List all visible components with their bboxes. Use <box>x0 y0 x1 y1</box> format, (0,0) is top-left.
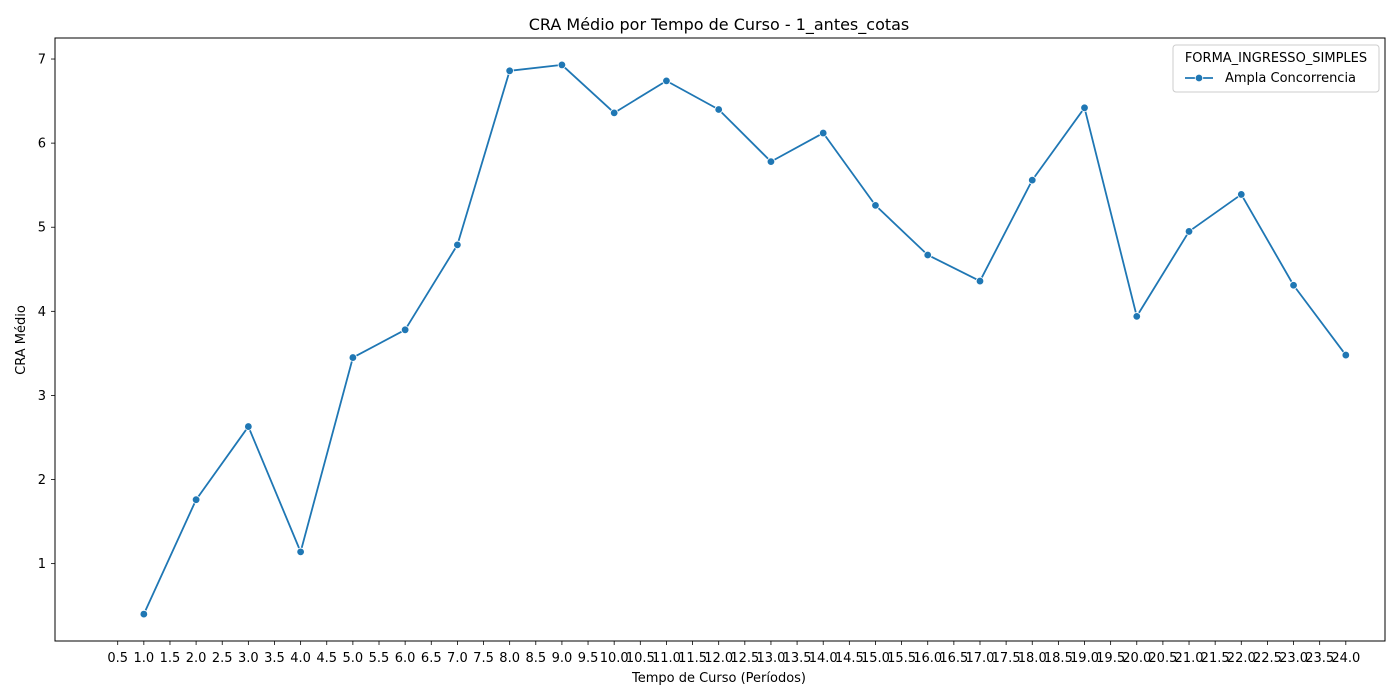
legend-title: FORMA_INGRESSO_SIMPLES <box>1185 51 1367 66</box>
x-tick-label: 17.5 <box>992 651 1021 666</box>
y-tick-label: 4 <box>38 305 46 320</box>
data-point <box>714 105 723 114</box>
data-point <box>191 495 201 504</box>
series-layer <box>139 60 1351 619</box>
x-tick-label: 16.0 <box>913 651 942 666</box>
y-tick-label: 6 <box>38 137 46 152</box>
data-point <box>1237 190 1246 199</box>
y-tick-label: 7 <box>38 53 46 68</box>
series-line <box>143 64 1347 615</box>
x-tick-label: 23.5 <box>1305 651 1334 666</box>
data-point <box>662 76 671 86</box>
x-tick-label: 21.0 <box>1175 651 1204 666</box>
x-tick-label: 4.0 <box>290 651 311 666</box>
x-tick-label: 0.5 <box>107 651 128 666</box>
x-tick-label: 18.0 <box>1018 651 1047 666</box>
x-tick-label: 8.5 <box>525 651 546 666</box>
x-tick-label: 22.0 <box>1227 651 1256 666</box>
data-point <box>1132 312 1141 321</box>
data-point <box>505 66 514 75</box>
x-tick-label: 11.5 <box>678 651 707 666</box>
x-tick-label: 19.5 <box>1096 651 1125 666</box>
x-tick-label: 3.0 <box>238 651 259 666</box>
y-tick-label: 1 <box>38 557 46 572</box>
x-tick-label: 2.0 <box>186 651 207 666</box>
x-tick-label: 18.5 <box>1044 651 1073 666</box>
x-tick-label: 5.5 <box>369 651 390 666</box>
x-tick-label: 21.5 <box>1201 651 1230 666</box>
x-tick-label: 12.0 <box>704 651 733 666</box>
data-point <box>453 240 462 250</box>
data-point <box>1341 350 1351 360</box>
x-tick-label: 20.0 <box>1122 651 1151 666</box>
x-tick-label: 2.5 <box>212 651 233 666</box>
x-tick-label: 12.5 <box>730 651 759 666</box>
y-tick-label: 3 <box>38 389 46 404</box>
legend-series-label: Ampla Concorrencia <box>1225 71 1356 86</box>
data-point <box>923 250 932 260</box>
x-axis-label: Tempo de Curso (Períodos) <box>631 671 806 686</box>
legend-marker-swatch <box>1194 73 1204 83</box>
x-tick-label: 7.5 <box>473 651 494 666</box>
data-point <box>348 353 358 362</box>
data-point <box>1184 227 1194 236</box>
x-tick-label: 10.5 <box>626 651 655 666</box>
x-tick-label: 6.0 <box>395 651 416 666</box>
x-tick-label: 8.0 <box>499 651 520 666</box>
y-tick-label: 2 <box>38 473 46 488</box>
x-tick-label: 1.0 <box>133 651 154 666</box>
x-tick-label: 1.5 <box>160 651 181 666</box>
x-tick-label: 16.5 <box>939 651 968 666</box>
x-tick-label: 13.0 <box>756 651 785 666</box>
x-tick-label: 23.0 <box>1279 651 1308 666</box>
x-tick-label: 19.0 <box>1070 651 1099 666</box>
data-point <box>819 128 828 138</box>
x-tick-label: 11.0 <box>652 651 681 666</box>
data-point <box>1289 281 1298 290</box>
legend: FORMA_INGRESSO_SIMPLES Ampla Concorrenci… <box>1172 44 1380 93</box>
x-tick-label: 3.5 <box>264 651 285 666</box>
data-point <box>139 609 149 619</box>
data-point <box>609 108 619 118</box>
chart-title: CRA Médio por Tempo de Curso - 1_antes_c… <box>529 15 910 35</box>
x-axis: 0.5 1.0 1.5 2.0 2.5 3.0 3.5 4.0 4.5 5.0 5.5 6.0 6.5 7… <box>107 641 1360 666</box>
x-tick-label: 15.5 <box>887 651 916 666</box>
x-tick-label: 22.5 <box>1253 651 1282 666</box>
data-point <box>244 422 253 431</box>
x-tick-label: 13.5 <box>783 651 812 666</box>
x-tick-label: 7.0 <box>447 651 468 666</box>
x-tick-label: 4.5 <box>316 651 337 666</box>
data-point <box>766 157 776 166</box>
data-point <box>975 276 985 286</box>
x-tick-label: 9.5 <box>578 651 599 666</box>
x-tick-label: 6.5 <box>421 651 442 666</box>
y-tick-label: 5 <box>38 221 46 236</box>
x-tick-label: 20.5 <box>1148 651 1177 666</box>
legend-box <box>1172 44 1380 93</box>
x-tick-label: 15.0 <box>861 651 890 666</box>
x-tick-label: 10.0 <box>600 651 629 666</box>
plot-frame <box>54 37 1386 642</box>
x-tick-label: 24.0 <box>1331 651 1360 666</box>
x-tick-label: 14.0 <box>809 651 838 666</box>
y-axis: 1 2 3 4 5 6 7 <box>38 53 55 572</box>
data-point <box>1080 103 1089 113</box>
data-point <box>296 547 305 557</box>
data-point <box>400 325 410 335</box>
x-tick-label: 9.0 <box>552 651 573 666</box>
data-point <box>557 60 567 70</box>
x-tick-label: 5.0 <box>343 651 364 666</box>
x-tick-label: 14.5 <box>835 651 864 666</box>
data-point <box>871 201 880 210</box>
x-tick-label: 17.0 <box>966 651 995 666</box>
data-point <box>1028 175 1037 185</box>
y-axis-label: CRA Médio <box>14 305 29 375</box>
